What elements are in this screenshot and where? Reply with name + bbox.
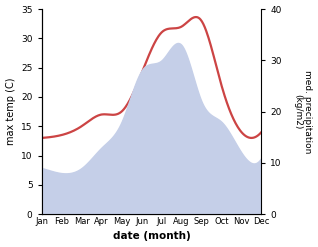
Y-axis label: med. precipitation
(kg/m2): med. precipitation (kg/m2) xyxy=(293,70,313,153)
Y-axis label: max temp (C): max temp (C) xyxy=(5,78,16,145)
X-axis label: date (month): date (month) xyxy=(113,231,190,242)
